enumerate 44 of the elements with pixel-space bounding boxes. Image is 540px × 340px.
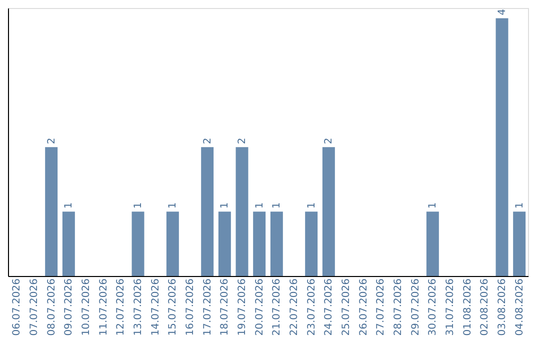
x-tick-label: 23.07.2026: [306, 278, 318, 336]
x-tick-label: 06.07.2026: [12, 278, 23, 336]
data-label: 1: [168, 202, 179, 209]
x-tick-label: 11.07.2026: [98, 278, 110, 336]
x-tick-label: 26.07.2026: [358, 278, 370, 336]
x-tick-label: 22.07.2026: [289, 278, 300, 336]
x-tick-label: 30.07.2026: [428, 278, 439, 336]
x-tick-label: 16.07.2026: [185, 278, 196, 336]
x-tick-label: 31.07.2026: [445, 278, 456, 336]
x-tick-label: 14.07.2026: [150, 278, 162, 336]
data-label: 4: [497, 8, 508, 16]
x-tick-label: 25.07.2026: [341, 278, 352, 336]
x-tick-label: 24.07.2026: [324, 278, 335, 336]
x-tick-label: 04.08.2026: [514, 278, 526, 336]
data-label: 1: [220, 202, 231, 209]
x-tick-label: 21.07.2026: [272, 278, 283, 336]
x-tick-label: 20.07.2026: [254, 278, 266, 336]
data-label: 2: [237, 138, 248, 144]
data-label: 1: [428, 202, 439, 209]
x-tick-label: 19.07.2026: [237, 278, 248, 336]
data-label: 1: [514, 202, 526, 209]
data-label: 2: [202, 138, 214, 144]
x-tick-label: 29.07.2026: [410, 278, 422, 336]
x-tick-label: 13.07.2026: [133, 278, 144, 336]
x-tick-label: 12.07.2026: [116, 278, 127, 336]
data-label: 1: [272, 202, 283, 209]
x-tick-label: 08.07.2026: [46, 278, 58, 336]
x-tick-label: 17.07.2026: [202, 278, 214, 336]
x-tick-label: 28.07.2026: [393, 278, 404, 336]
x-tick-label: 09.07.2026: [64, 278, 75, 336]
data-label: 1: [133, 202, 144, 209]
data-label: 2: [46, 138, 58, 144]
x-tick-label: 10.07.2026: [81, 278, 92, 336]
data-label: 2: [324, 138, 335, 144]
x-tick-label: 02.08.2026: [480, 278, 491, 336]
x-tick-label: 27.07.2026: [376, 278, 387, 336]
x-tick-label: 15.07.2026: [168, 278, 179, 336]
data-label: 1: [64, 202, 75, 209]
x-tick-label: 18.07.2026: [220, 278, 231, 336]
data-label: 1: [254, 202, 266, 209]
x-tick-label: 03.08.2026: [497, 278, 508, 336]
x-tick-label: 07.07.2026: [29, 278, 40, 336]
x-tick-label: 01.08.2026: [462, 278, 474, 336]
data-label: 1: [306, 202, 318, 209]
